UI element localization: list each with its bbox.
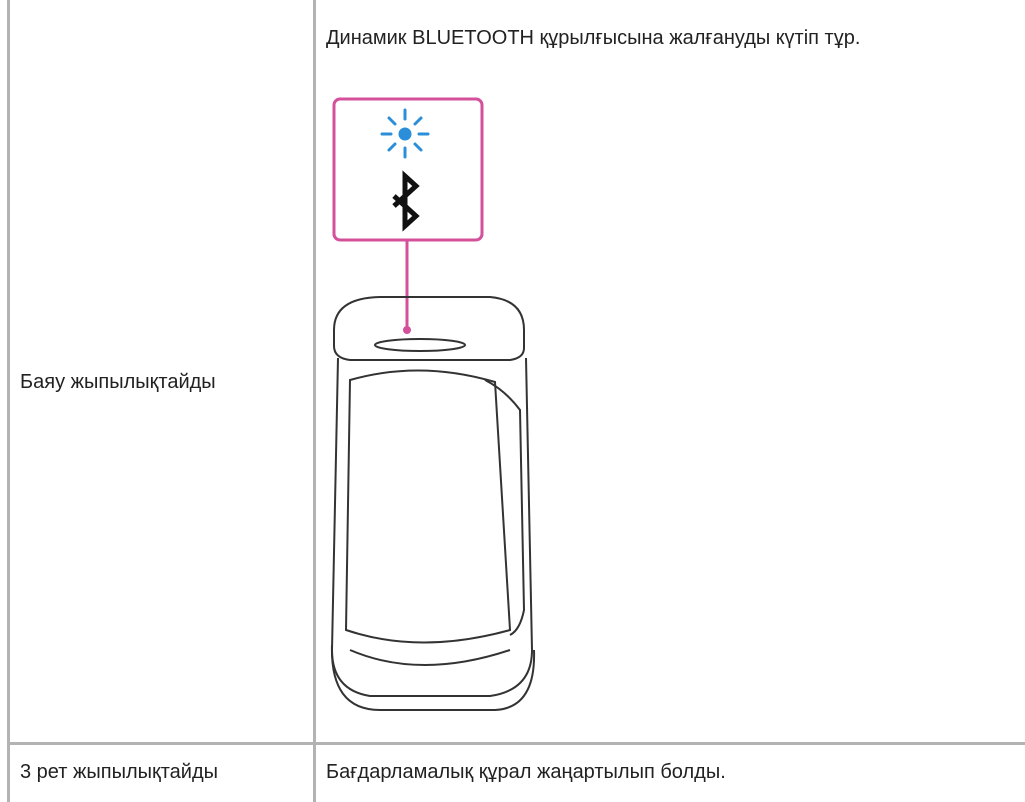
cell-status: Баяу жыпылықтайды bbox=[20, 371, 216, 393]
table-border-left bbox=[7, 0, 10, 802]
row-divider bbox=[7, 742, 1025, 745]
cell-description: Бағдарламалық құрал жаңартылып болды. bbox=[326, 761, 726, 783]
cell-description: Динамик BLUETOOTH құрылғысына жалғануды … bbox=[326, 27, 861, 49]
column-divider bbox=[313, 0, 316, 802]
cell-status: 3 рет жыпылықтайды bbox=[20, 761, 219, 783]
speaker-illustration bbox=[330, 97, 536, 711]
